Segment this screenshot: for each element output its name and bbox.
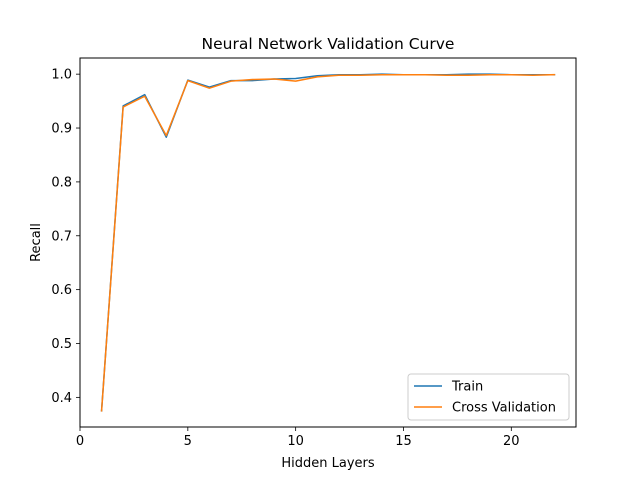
legend-box — [407, 373, 570, 421]
y-tick-label: 0.5 — [51, 337, 72, 352]
x-tick-label: 5 — [184, 434, 192, 449]
y-tick-label: 0.6 — [51, 283, 72, 298]
series-line-cross-validation — [100, 73, 556, 412]
y-axis-ticks: 0.4 0.5 0.6 0.7 0.8 0.9 1.0 — [51, 68, 80, 406]
legend-label-train: Train — [451, 380, 483, 395]
y-tick-label: 0.9 — [51, 122, 72, 137]
y-tick-label: 0.8 — [51, 175, 72, 190]
legend: Train Cross Validation — [407, 373, 570, 421]
y-tick-label: 0.7 — [51, 229, 72, 244]
plot-area — [80, 58, 576, 427]
x-tick-label: 0 — [76, 434, 84, 449]
x-tick-label: 10 — [287, 434, 304, 449]
x-axis-ticks: 0 5 10 15 20 — [76, 427, 520, 449]
y-tick-label: 0.4 — [51, 391, 72, 406]
x-axis-label: Hidden Layers — [281, 456, 375, 471]
x-tick-label: 15 — [395, 434, 412, 449]
chart-title: Neural Network Validation Curve — [202, 35, 455, 53]
y-tick-label: 1.0 — [51, 68, 72, 83]
y-axis-label: Recall — [29, 223, 44, 262]
legend-label-cross-validation: Cross Validation — [452, 401, 556, 416]
series-layer — [100, 73, 556, 412]
plot-frame — [79, 57, 577, 428]
x-tick-label: 20 — [503, 434, 520, 449]
